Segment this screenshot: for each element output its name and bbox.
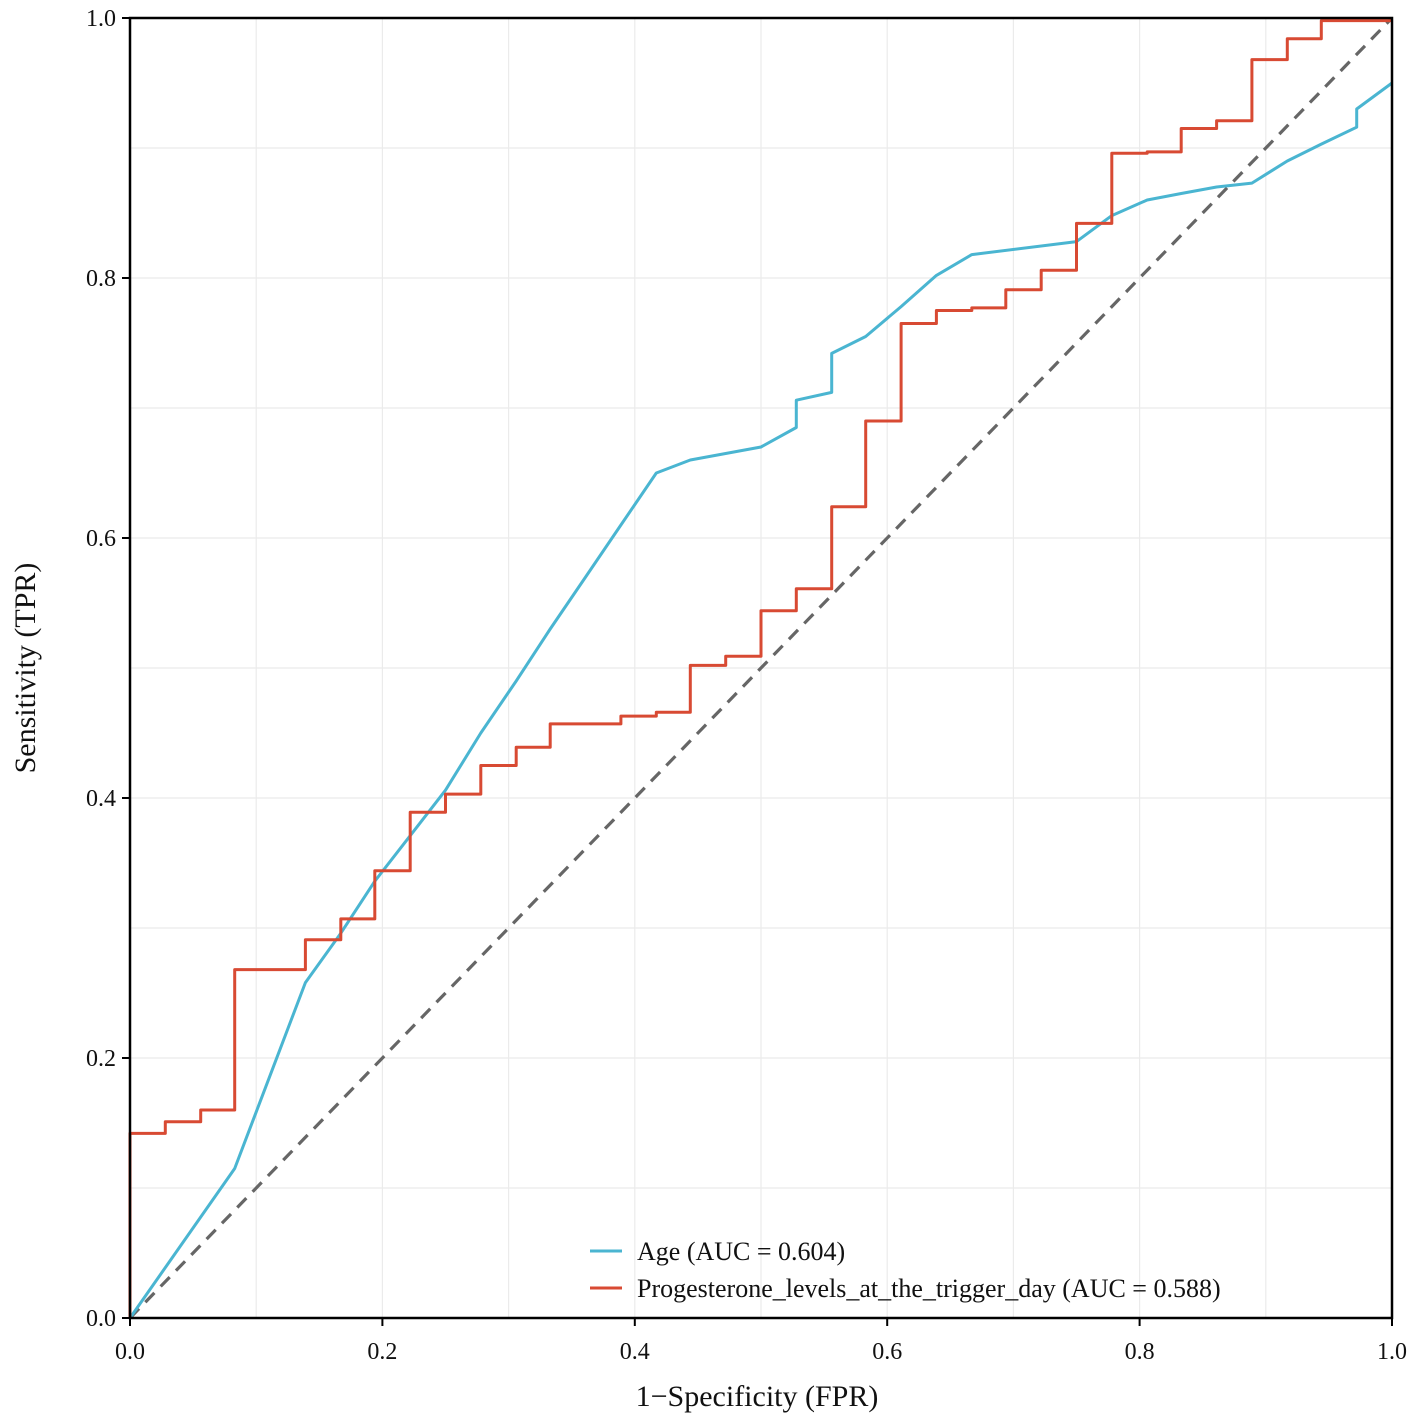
reference-line-layer [128, 16, 1394, 1320]
y-axis-ticks: 0.0 0.2 0.4 0.6 0.8 1.0 [86, 6, 130, 1332]
x-tick-label: 0.0 [115, 1339, 145, 1365]
y-tick-label: 0.2 [86, 1046, 116, 1072]
x-axis-ticks: 0.0 0.2 0.4 0.6 0.8 1.0 [115, 1318, 1407, 1365]
x-tick-label: 0.6 [872, 1339, 902, 1365]
y-tick-label: 0.4 [86, 786, 116, 812]
y-tick-label: 0.8 [86, 266, 116, 292]
y-tick-label: 0.6 [86, 526, 116, 552]
legend-label-progesterone: Progesterone_levels_at_the_trigger_day (… [637, 1274, 1221, 1303]
plot-border [128, 16, 1394, 1320]
x-axis-title: 1−Specificity (FPR) [636, 1380, 879, 1413]
x-tick-label: 0.2 [367, 1339, 397, 1365]
y-axis-title: Sensitivity (TPR) [9, 563, 42, 774]
x-tick-label: 0.4 [620, 1339, 650, 1365]
legend: Age (AUC = 0.604) Progesterone_levels_at… [590, 1237, 1221, 1303]
y-tick-label: 1.0 [86, 6, 116, 32]
reference-diagonal-line [128, 16, 1394, 1320]
legend-label-age: Age (AUC = 0.604) [637, 1237, 845, 1266]
progesterone-roc-curve [128, 19, 1392, 1318]
roc-curves [128, 19, 1393, 1319]
y-tick-label: 0.0 [86, 1306, 116, 1332]
x-tick-label: 1.0 [1377, 1339, 1407, 1365]
x-tick-label: 0.8 [1125, 1339, 1155, 1365]
